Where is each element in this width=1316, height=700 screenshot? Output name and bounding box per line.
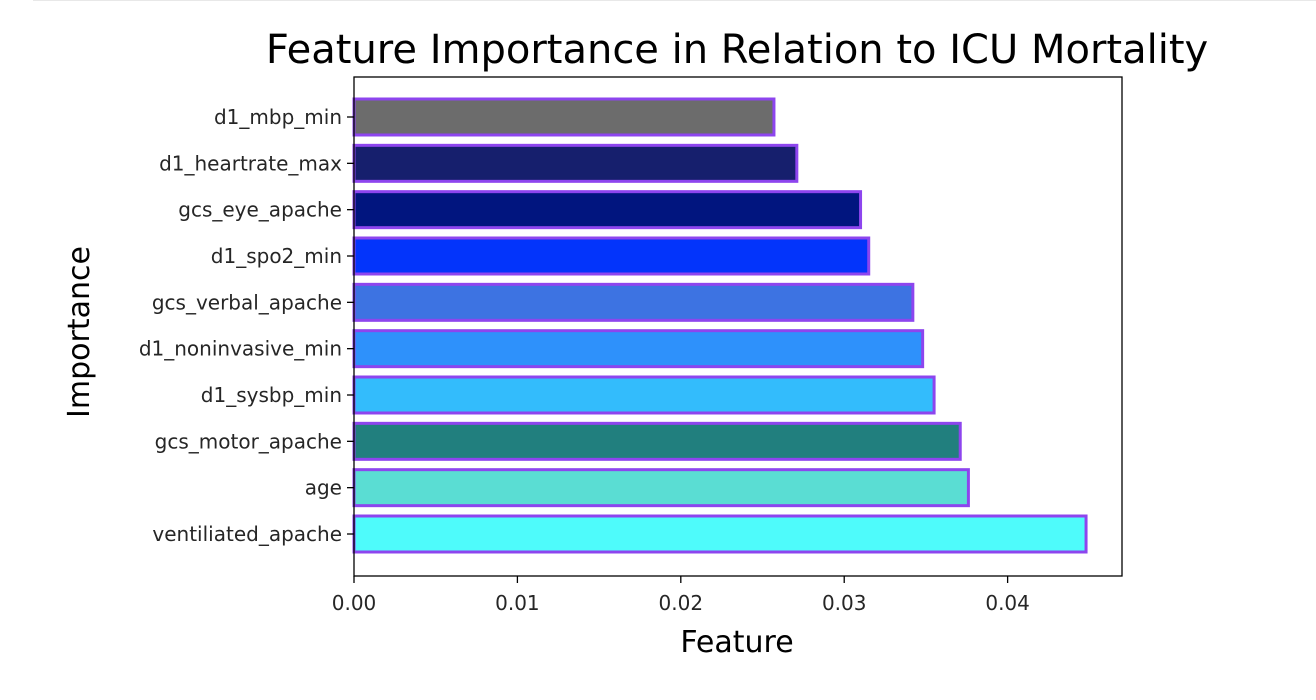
- x-tick-label: 0.04: [985, 591, 1030, 615]
- y-tick-label-gcs-eye-apache: gcs_eye_apache: [178, 198, 342, 222]
- x-axis-label: Feature: [680, 625, 793, 660]
- bar-d1-spo2-min: [352, 236, 871, 276]
- y-tick-label-d1-spo2-min: d1_spo2_min: [211, 244, 342, 268]
- bar-ventiliated-apache: [352, 514, 1088, 554]
- y-tick-label-d1-sysbp-min: d1_sysbp_min: [201, 383, 342, 407]
- chart-title: Feature Importance in Relation to ICU Mo…: [266, 27, 1208, 73]
- bars-group: [352, 97, 1088, 554]
- y-tick-label-gcs-motor-apache: gcs_motor_apache: [155, 429, 342, 453]
- y-tick-label-ventiliated-apache: ventiliated_apache: [152, 522, 342, 546]
- x-tick-label: 0.02: [659, 591, 704, 615]
- plot-frame: [353, 76, 1123, 577]
- y-tick-label-gcs-verbal-apache: gcs_verbal_apache: [152, 290, 342, 314]
- y-tick-label-d1-mbp-min: d1_mbp_min: [214, 105, 342, 129]
- bar-d1-noninvasive-min: [352, 329, 925, 369]
- bar-age: [352, 468, 970, 508]
- bar-d1-mbp-min: [352, 97, 776, 137]
- y-axis-label: Importance: [62, 246, 97, 418]
- x-tick-label: 0.00: [332, 591, 377, 615]
- bar-gcs-verbal-apache: [352, 282, 915, 322]
- y-axis: ventiliated_apache age gcs_motor_apache d1_…: [139, 105, 354, 546]
- bar-d1-sysbp-min: [352, 375, 936, 415]
- bar-d1-heartrate-max: [352, 143, 799, 183]
- x-tick-label: 0.03: [822, 591, 867, 615]
- y-tick-label-d1-noninvasive-min: d1_noninvasive_min: [139, 337, 342, 361]
- bar-gcs-motor-apache: [352, 421, 962, 461]
- x-axis: 0.00 0.01 0.02 0.03 0.04: [332, 576, 1030, 615]
- y-tick-label-d1-heartrate-max: d1_heartrate_max: [159, 151, 342, 175]
- x-tick-label: 0.01: [495, 591, 540, 615]
- y-tick-label-age: age: [305, 476, 342, 500]
- cell-top-border: [33, 0, 1316, 1]
- bar-gcs-eye-apache: [352, 190, 863, 230]
